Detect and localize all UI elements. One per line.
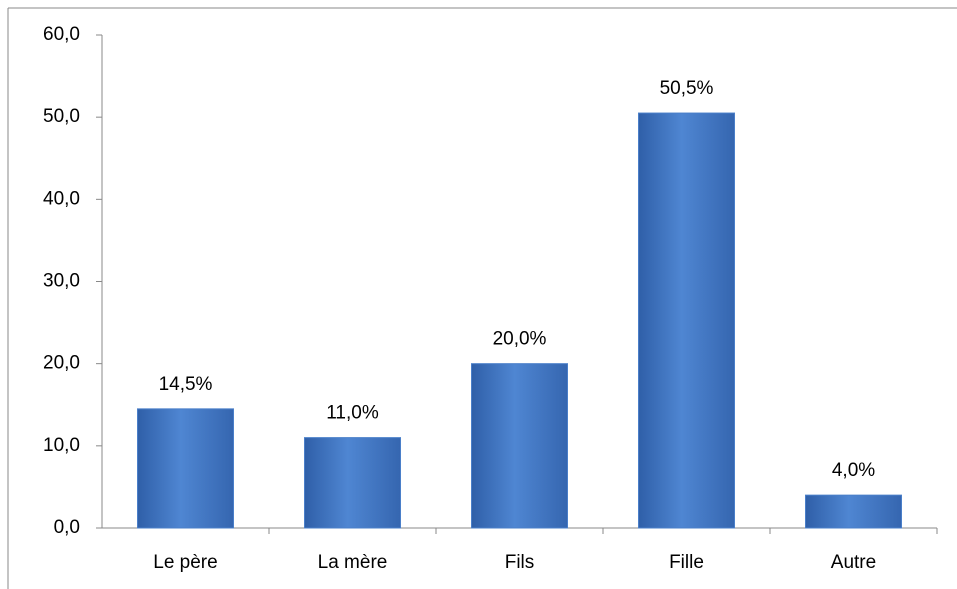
value-label: 14,5% <box>159 374 213 395</box>
value-label: 4,0% <box>832 460 875 481</box>
x-tick-label: Le père <box>153 552 217 573</box>
value-label: 11,0% <box>326 403 379 424</box>
bar <box>304 437 401 529</box>
x-tick-label: Fils <box>505 552 535 573</box>
x-tick-label: La mère <box>318 552 388 573</box>
y-tick-label: 50,0 <box>43 106 80 127</box>
x-tick-label: Fille <box>669 552 704 573</box>
x-tick-label: Autre <box>831 552 876 573</box>
value-label: 20,0% <box>493 329 547 350</box>
y-tick-label: 40,0 <box>43 188 80 209</box>
y-tick-label: 60,0 <box>43 24 80 45</box>
bar <box>471 363 568 529</box>
bar <box>805 494 902 529</box>
bar <box>137 408 234 529</box>
y-tick-label: 20,0 <box>43 353 80 374</box>
y-tick-label: 0,0 <box>54 517 80 538</box>
y-tick-label: 10,0 <box>43 435 80 456</box>
y-tick-label: 30,0 <box>43 271 80 292</box>
bar <box>638 112 735 529</box>
value-label: 50,5% <box>660 78 714 99</box>
